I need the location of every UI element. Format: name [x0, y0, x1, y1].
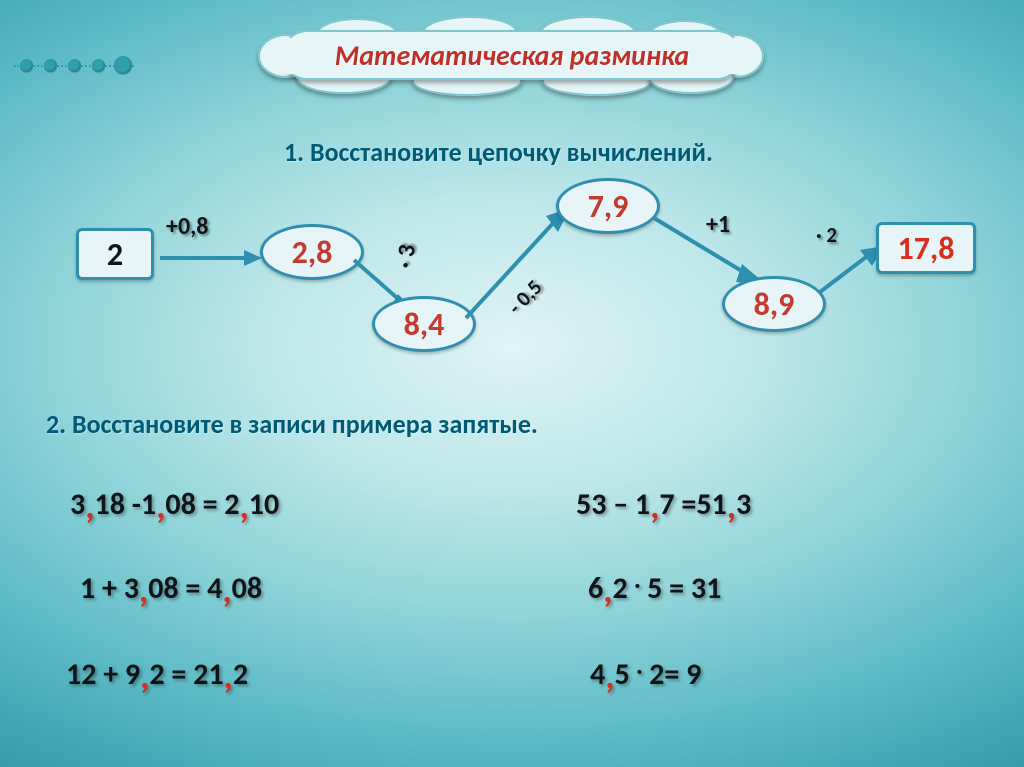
comma-icon: , — [85, 484, 94, 528]
eq-r2: 6,2 · 5 = 31 — [588, 564, 721, 608]
chain-start-value: 2 — [107, 235, 123, 274]
comma-icon: , — [224, 654, 233, 698]
chain-end-node: 17,8 — [876, 222, 976, 274]
beads-decoration — [14, 56, 134, 78]
comma-icon: , — [156, 484, 165, 528]
chain-op-e: · 2 — [816, 222, 837, 248]
chain-node-2-value: 8,4 — [404, 305, 445, 344]
eq-l1: 3,18 -1,08 = 2,10 — [70, 480, 279, 524]
comma-icon: , — [603, 568, 612, 612]
eq-r3: 4,5 · 2= 9 — [590, 650, 701, 694]
chain-end-value: 17,8 — [898, 229, 955, 268]
eq-l2: 1 + 3,08 = 4,08 — [80, 564, 262, 608]
chain-node-1-value: 2,8 — [292, 233, 333, 272]
comma-icon: , — [240, 484, 249, 528]
eq-r1: 53 – 1,7 =51,3 — [576, 480, 751, 524]
chain-node-4-value: 8,9 — [754, 285, 795, 324]
chain-node-2: 8,4 — [372, 296, 476, 352]
task2-prompt: 2. Восстановите в записи примера запятые… — [46, 408, 538, 440]
comma-icon: , — [727, 484, 736, 528]
chain-op-a: +0,8 — [166, 212, 208, 241]
task1-prompt: 1. Восстановите цепочку вычислений. — [284, 136, 713, 168]
comma-icon: , — [650, 484, 659, 528]
comma-icon: , — [605, 654, 614, 698]
eq-l3: 12 + 9,2 = 21,2 — [66, 650, 248, 694]
chain-node-4: 8,9 — [722, 276, 826, 332]
chain-arrow-1 — [158, 246, 262, 270]
slide-title: Математическая разминка — [252, 38, 772, 73]
chain-node-3-value: 7,9 — [588, 187, 629, 226]
comma-icon: , — [139, 568, 148, 612]
comma-icon: , — [140, 654, 149, 698]
chain-op-b: · 3 — [390, 243, 422, 271]
chain-node-3: 7,9 — [556, 178, 660, 234]
chain-node-1: 2,8 — [260, 224, 364, 280]
chain-start-node: 2 — [76, 228, 154, 280]
chain-op-d: +1 — [706, 210, 730, 239]
multiply-icon: · — [635, 571, 641, 598]
multiply-icon: · — [637, 657, 643, 684]
comma-icon: , — [222, 568, 231, 612]
title-cloud: Математическая разминка — [252, 16, 772, 94]
